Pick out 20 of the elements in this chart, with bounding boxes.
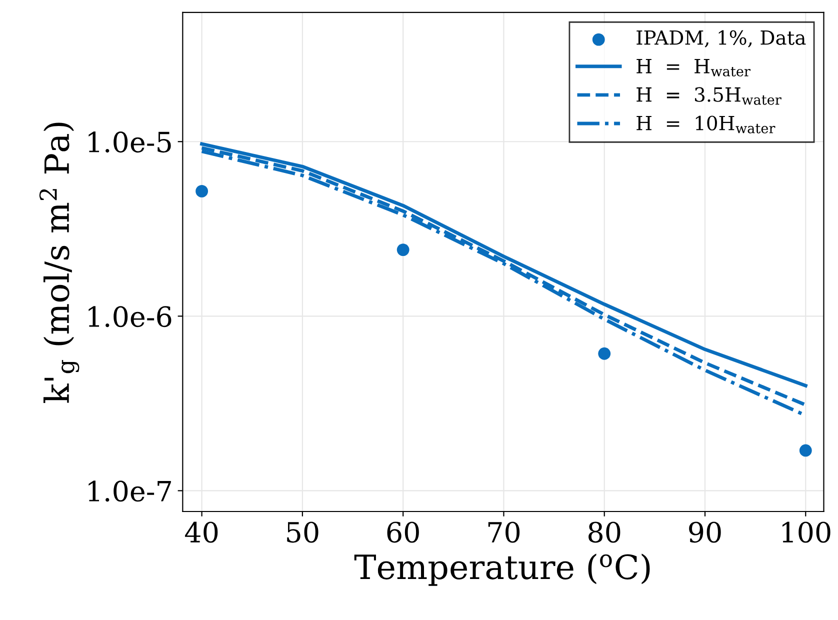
legend-label: IPADM, 1%, Data — [636, 30, 806, 48]
x-tick-label: 60 — [387, 522, 419, 543]
point — [598, 347, 611, 360]
x-tick-label: 50 — [287, 522, 318, 543]
point — [396, 244, 410, 256]
x-tick-label: 80 — [588, 522, 620, 543]
x-tick-label: 100 — [782, 522, 830, 543]
y-tick-label: 1.0e-6 — [88, 306, 172, 328]
x-axis-title: Temperature ($^{o}$C) — [354, 554, 650, 586]
legend-label: H = 3.5H$_{water}$ — [636, 87, 782, 105]
y-axis-title: k'$_{g}$ (mol/s m$^{2}$ Pa) — [39, 122, 80, 403]
x-tick-label: 90 — [689, 522, 721, 543]
x-tick-label: 40 — [184, 522, 218, 543]
point — [799, 444, 812, 457]
point — [196, 184, 208, 198]
legend-label: H = 10H$_{water}$ — [636, 116, 776, 134]
y-tick-label: 1.0e-7 — [88, 480, 171, 502]
legend-label: H = H$_{water}$ — [636, 59, 750, 76]
y-tick-label: 1.0e-5 — [88, 132, 171, 153]
x-tick-label: 70 — [488, 522, 520, 543]
